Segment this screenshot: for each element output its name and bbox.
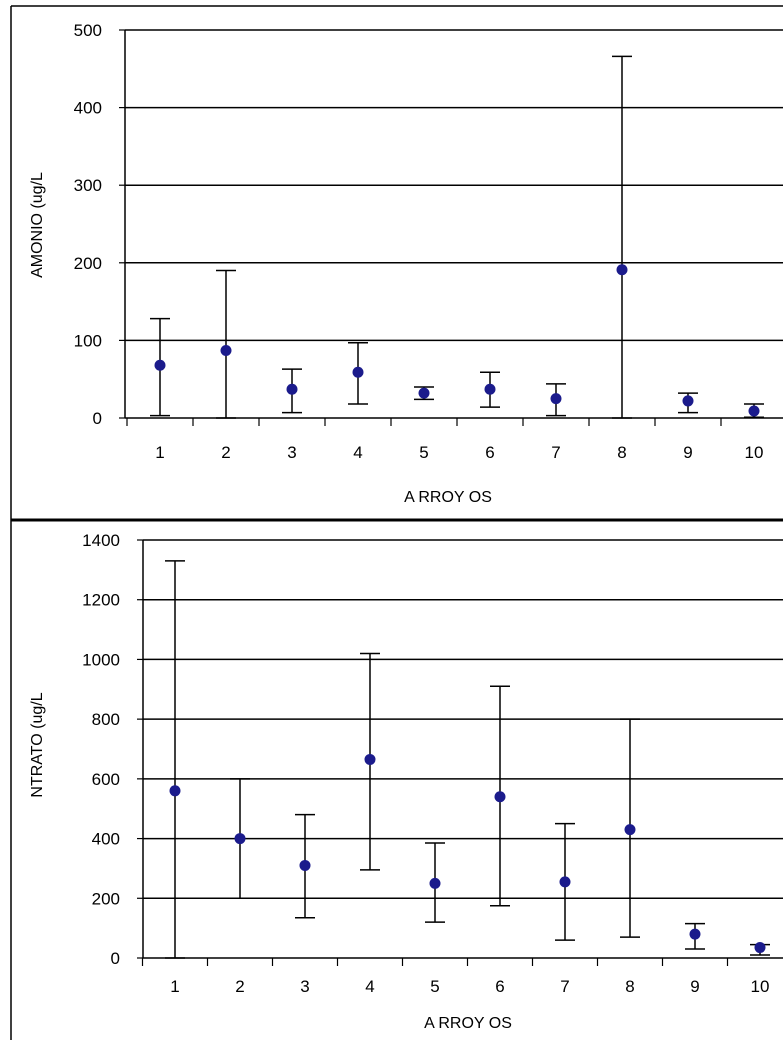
x-tick-label: 2 — [235, 977, 244, 996]
x-tick-label: 10 — [751, 977, 770, 996]
ammonium-chart-panel: 0 100 200 300 400 500 1 2 3 4 5 6 7 8 9 10 A RROY OS AMON… — [29, 21, 783, 506]
y-tick-label: 100 — [74, 331, 102, 350]
x-axis-title: A RROY OS — [404, 489, 492, 506]
data-point — [220, 344, 232, 356]
data-point — [364, 753, 376, 765]
y-tick-label: 400 — [92, 830, 120, 849]
x-axis-title: A RROY OS — [424, 1015, 512, 1032]
data-point — [234, 833, 246, 845]
y-tick-label: 500 — [74, 21, 102, 40]
x-tick-label: 4 — [365, 977, 374, 996]
x-tick-label: 8 — [617, 443, 626, 462]
x-tick-label: 6 — [485, 443, 494, 462]
x-tick-label: 3 — [300, 977, 309, 996]
data-point — [418, 387, 430, 399]
data-point — [494, 791, 506, 803]
data-point — [754, 942, 766, 954]
x-tick-label: 7 — [551, 443, 560, 462]
y-tick-label: 0 — [111, 949, 120, 968]
data-point — [484, 383, 496, 395]
y-tick-label: 400 — [74, 99, 102, 118]
data-point — [559, 876, 571, 888]
y-tick-label: 200 — [92, 889, 120, 908]
y-tick-label: 800 — [92, 710, 120, 729]
data-point — [286, 383, 298, 395]
x-tick-label: 3 — [287, 443, 296, 462]
data-point — [624, 824, 636, 836]
x-tick-label: 9 — [683, 443, 692, 462]
y-tick-label: 200 — [74, 254, 102, 273]
data-point — [616, 264, 628, 276]
x-tick-label: 7 — [560, 977, 569, 996]
nitrate-chart-panel: 0 200 400 600 800 1000 1200 1400 1 2 3 4 5 6 7 8 9 10 A RR… — [29, 531, 783, 1032]
x-tick-label: 4 — [353, 443, 362, 462]
y-tick-label: 1400 — [82, 531, 120, 550]
data-point — [748, 405, 760, 417]
y-tick-label: 0 — [93, 409, 102, 428]
y-axis-title: NTRATO (ug/L — [29, 692, 46, 797]
data-point — [154, 359, 166, 371]
data-point — [689, 928, 701, 940]
y-axis-title: AMONIO (ug/L — [29, 172, 46, 278]
data-point — [169, 785, 181, 797]
x-tick-label: 6 — [495, 977, 504, 996]
x-tick-label: 5 — [419, 443, 428, 462]
y-tick-label: 300 — [74, 176, 102, 195]
data-point — [429, 877, 441, 889]
data-point — [550, 393, 562, 405]
x-tick-label: 5 — [430, 977, 439, 996]
x-tick-label: 1 — [155, 443, 164, 462]
data-point — [299, 859, 311, 871]
data-point — [352, 366, 364, 378]
data-point — [682, 395, 694, 407]
x-tick-label: 10 — [745, 443, 764, 462]
y-tick-label: 1000 — [82, 650, 120, 669]
x-tick-label: 9 — [690, 977, 699, 996]
y-tick-label: 600 — [92, 770, 120, 789]
x-tick-label: 1 — [170, 977, 179, 996]
x-tick-label: 8 — [625, 977, 634, 996]
y-tick-label: 1200 — [82, 591, 120, 610]
x-tick-label: 2 — [221, 443, 230, 462]
